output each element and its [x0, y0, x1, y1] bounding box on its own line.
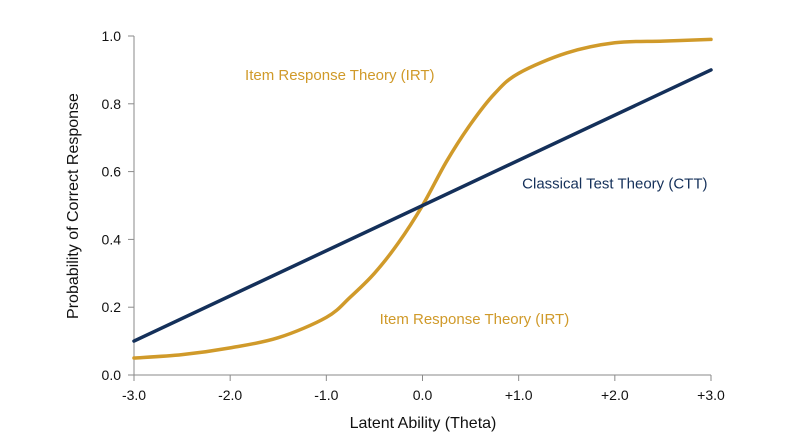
- series-lines: [132, 37, 713, 360]
- y-tick-label: 1.0: [102, 28, 122, 44]
- ctt-line: [132, 68, 713, 343]
- x-tick-label: +1.0: [505, 387, 533, 403]
- y-tick-label: 0.0: [102, 367, 122, 383]
- x-tick-label: +2.0: [601, 387, 629, 403]
- axes: 0.0 0.2 0.4 0.6 0.8 1.0 -3.0 -2.0 -1.0 0.0 +1.0 +2.…: [102, 28, 726, 403]
- irt-series-label: Item Response Theory (IRT): [380, 311, 570, 328]
- y-tick-label: 0.8: [102, 96, 122, 112]
- y-axis-title: Probability of Correct Response: [65, 93, 82, 319]
- x-tick-label: 0.0: [413, 387, 433, 403]
- annotations: Item Response Theory (IRT) Item Response …: [245, 67, 707, 328]
- ctt-series-label: Classical Test Theory (CTT): [522, 176, 707, 193]
- x-tick-label: -3.0: [122, 387, 146, 403]
- x-tick-label: +3.0: [697, 387, 725, 403]
- irt-series-label: Item Response Theory (IRT): [245, 67, 435, 84]
- x-tick-label: -2.0: [218, 387, 242, 403]
- y-tick-label: 0.4: [102, 231, 122, 247]
- x-axis-title: Latent Ability (Theta): [350, 415, 497, 432]
- y-tick-label: 0.6: [102, 164, 122, 180]
- y-tick-label: 0.2: [102, 299, 122, 315]
- x-tick-label: -1.0: [314, 387, 338, 403]
